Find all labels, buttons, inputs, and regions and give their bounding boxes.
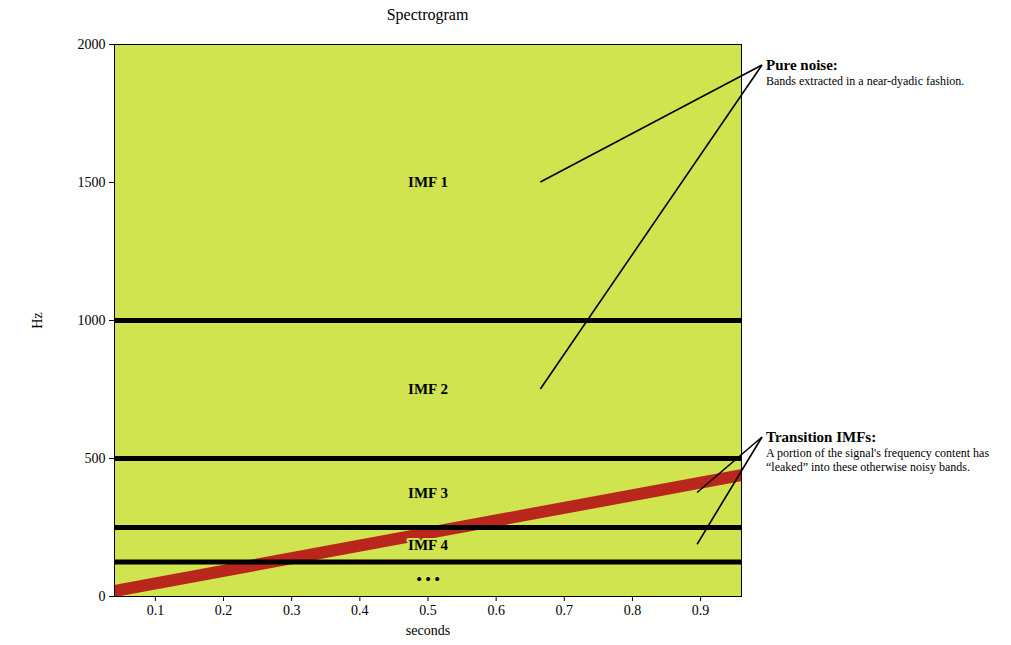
svg-text:0.2: 0.2 [215,603,233,618]
svg-text:1000: 1000 [78,313,106,328]
svg-text:1500: 1500 [78,175,106,190]
svg-text:0.7: 0.7 [556,603,574,618]
svg-text:IMF 4: IMF 4 [408,537,448,553]
svg-text:seconds: seconds [406,623,450,638]
html-text:Transition IMFs:: Transition IMFs: [766,429,877,445]
svg-text:2000: 2000 [78,37,106,52]
svg-text:0.3: 0.3 [283,603,301,618]
svg-text:500: 500 [85,451,106,466]
html-text:Spectrogram: Spectrogram [386,6,469,23]
svg-text:0.5: 0.5 [419,603,437,618]
svg-text:IMF 3: IMF 3 [408,485,448,501]
svg-text:Hz: Hz [30,312,45,328]
svg-text:0.9: 0.9 [692,603,710,618]
svg-text:0.6: 0.6 [487,603,505,618]
svg-text:IMF 2: IMF 2 [408,381,448,397]
svg-text:0.4: 0.4 [351,603,369,618]
svg-text:0: 0 [99,589,106,604]
svg-text:0.8: 0.8 [624,603,642,618]
html-text:Pure noise:: Pure noise: [766,57,838,73]
svg-text:IMF 1: IMF 1 [408,174,448,190]
html-text:Bands extracted in a near-dyad: Bands extracted in a near-dyadic fashion… [766,74,965,88]
svg-text:• • •: • • • [416,571,439,587]
svg-text:0.1: 0.1 [147,603,165,618]
html-text:A portion of the signal's freq: A portion of the signal's frequency cont… [766,446,990,474]
